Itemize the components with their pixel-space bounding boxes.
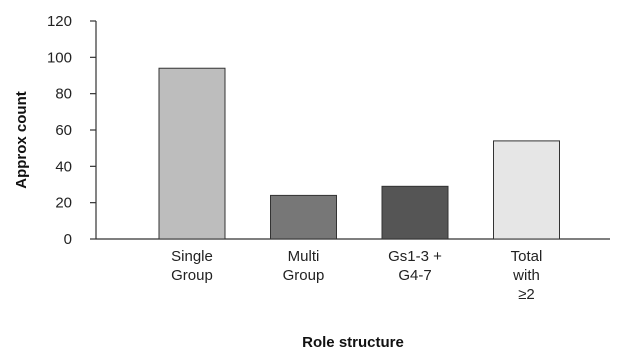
x-tick-label: Gs1-3 + G4-7	[388, 248, 442, 284]
x-tick-label: Single Group	[171, 248, 213, 284]
x-axis-title: Role structure	[302, 334, 404, 351]
bar	[270, 194, 337, 240]
y-tick-label: 60	[55, 122, 72, 139]
y-tick-label: 40	[55, 158, 72, 175]
x-tick-label: Total with ≥2	[511, 248, 543, 303]
y-axis-title: Approx count	[13, 91, 30, 189]
y-tick-label: 100	[47, 49, 72, 66]
y-tick-label: 120	[47, 13, 72, 30]
y-tick-label: 0	[64, 231, 72, 248]
x-tick-label: Multi Group	[283, 248, 325, 284]
bar	[381, 185, 449, 240]
bar	[493, 140, 560, 240]
y-tick-label: 20	[55, 195, 72, 212]
bars	[158, 67, 560, 240]
bar	[158, 67, 226, 240]
y-tick-label: 80	[55, 86, 72, 103]
category-labels: Single Group Multi Group Gs1-3 + G4-7 Total wit…	[171, 248, 542, 303]
y-axis: 0 20 40 60 80 100 120	[47, 13, 97, 248]
